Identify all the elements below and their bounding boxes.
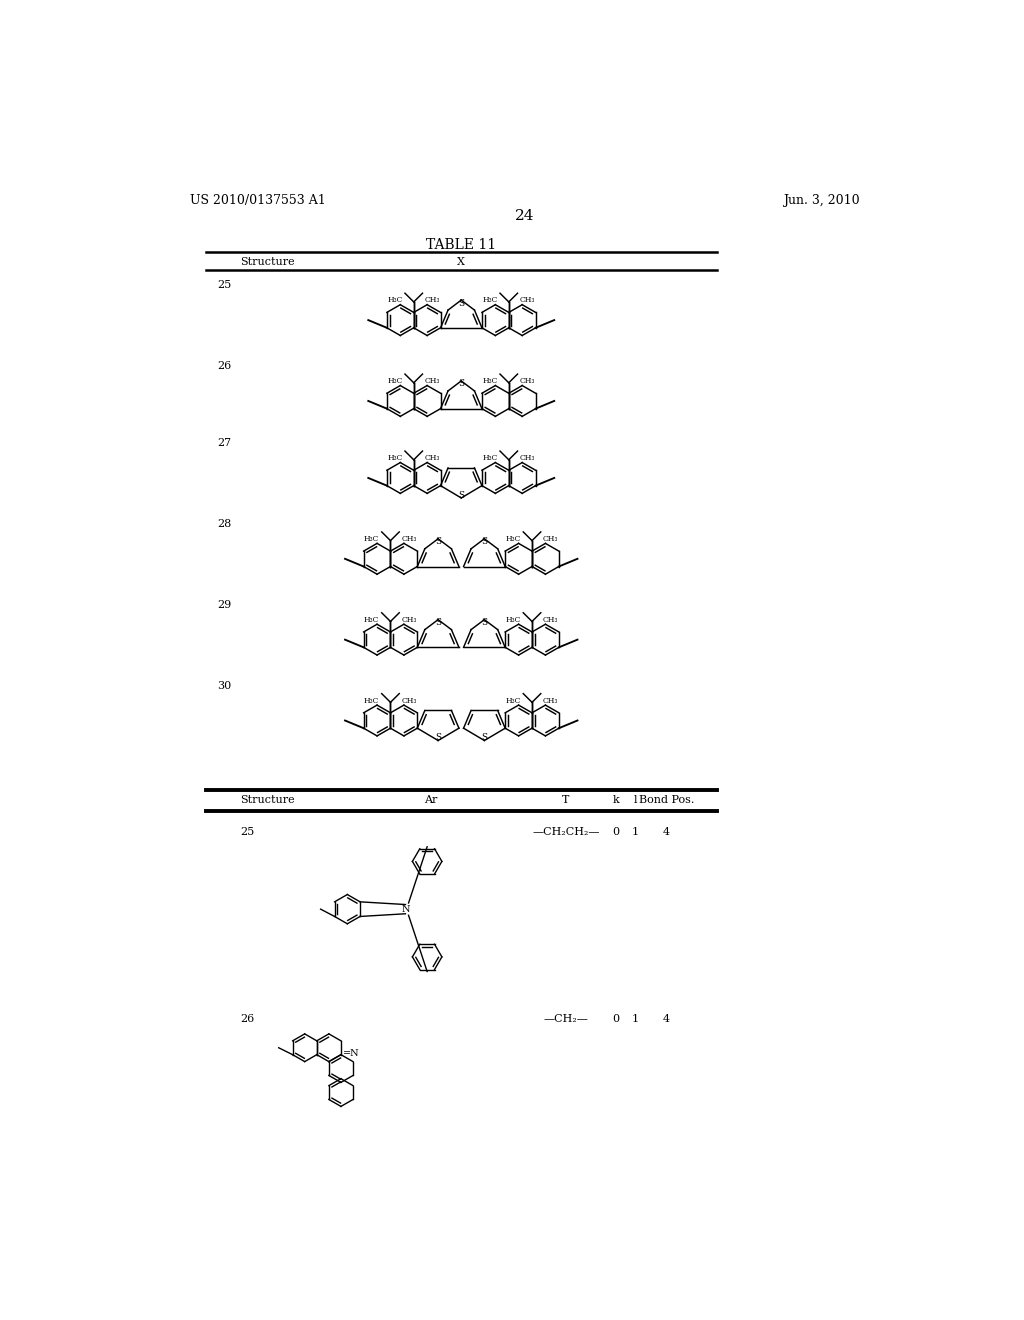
Text: 4: 4 [664,828,670,837]
Text: 25: 25 [241,828,255,837]
Text: Structure: Structure [241,257,295,268]
Text: Structure: Structure [241,795,295,805]
Text: 29: 29 [217,601,231,610]
Text: S: S [458,298,464,308]
Text: k: k [613,795,620,805]
Text: CH₃: CH₃ [425,296,440,304]
Text: N: N [402,904,411,913]
Text: Bond Pos.: Bond Pos. [639,795,694,805]
Text: 24: 24 [515,209,535,223]
Text: 30: 30 [217,681,231,690]
Text: 0: 0 [612,828,620,837]
Text: CH₃: CH₃ [401,697,417,705]
Text: Jun. 3, 2010: Jun. 3, 2010 [783,194,859,207]
Text: H₃C: H₃C [387,378,402,385]
Text: 4: 4 [664,1014,670,1024]
Text: S: S [458,379,464,388]
Text: S: S [481,618,487,627]
Text: S: S [481,537,487,546]
Text: 25: 25 [217,280,231,290]
Text: CH₃: CH₃ [543,535,558,543]
Text: CH₃: CH₃ [401,535,417,543]
Text: S: S [435,618,441,627]
Text: CH₃: CH₃ [425,378,440,385]
Text: 27: 27 [217,438,231,449]
Text: H₃C: H₃C [506,697,521,705]
Text: CH₃: CH₃ [543,615,558,623]
Text: S: S [435,733,441,742]
Text: CH₃: CH₃ [543,697,558,705]
Text: CH₃: CH₃ [520,296,536,304]
Text: X: X [458,257,465,268]
Text: S: S [435,537,441,546]
Text: H₃C: H₃C [482,378,498,385]
Text: S: S [458,491,464,499]
Text: H₃C: H₃C [387,296,402,304]
Text: CH₃: CH₃ [520,454,536,462]
Text: 28: 28 [217,519,231,529]
Text: TABLE 11: TABLE 11 [426,238,497,252]
Text: H₃C: H₃C [364,535,379,543]
Text: 1: 1 [632,1014,639,1024]
Text: —CH₂—: —CH₂— [544,1014,589,1024]
Text: CH₃: CH₃ [425,454,440,462]
Text: H₃C: H₃C [364,615,379,623]
Text: H₃C: H₃C [482,454,498,462]
Text: 26: 26 [241,1014,255,1024]
Text: T: T [562,795,569,805]
Text: 1: 1 [632,828,639,837]
Text: =N: =N [342,1049,359,1059]
Text: US 2010/0137553 A1: US 2010/0137553 A1 [190,194,326,207]
Text: H₃C: H₃C [364,697,379,705]
Text: Ar: Ar [424,795,437,805]
Text: CH₃: CH₃ [520,378,536,385]
Text: l: l [634,795,637,805]
Text: H₃C: H₃C [387,454,402,462]
Text: H₃C: H₃C [506,535,521,543]
Text: H₃C: H₃C [506,615,521,623]
Text: CH₃: CH₃ [401,615,417,623]
Text: H₃C: H₃C [482,296,498,304]
Text: 0: 0 [612,1014,620,1024]
Text: 26: 26 [217,362,231,371]
Text: —CH₂CH₂—: —CH₂CH₂— [532,828,600,837]
Text: S: S [481,733,487,742]
